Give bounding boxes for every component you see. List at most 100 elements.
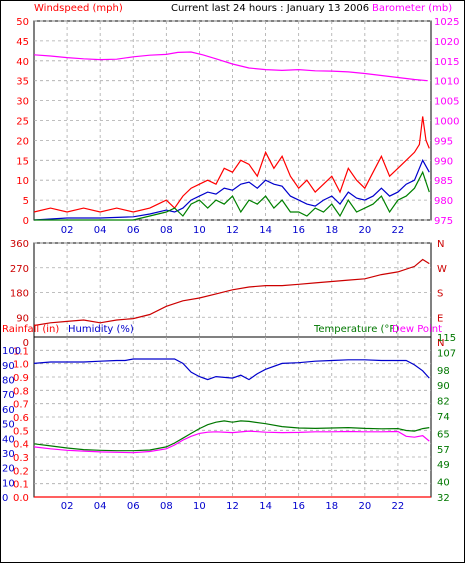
- hour-tick-label: 04: [94, 501, 107, 512]
- temperature-axis-title: Temperature (°F): [313, 324, 399, 335]
- hour-tick-labels-top: 02 04 06 08 10 12 14 16 18 20 22: [61, 225, 405, 236]
- humidity-tick-label: 20: [2, 464, 15, 475]
- humidity-line: [33, 358, 430, 381]
- rainfall-tick-label: 0.5: [13, 426, 29, 437]
- hour-tick-label: 10: [193, 501, 206, 512]
- barometer-tick-label: 1005: [434, 97, 459, 108]
- hour-tick-label: 22: [392, 501, 405, 512]
- temperature-tick-label: 74: [437, 412, 450, 423]
- hour-tick-label: 14: [259, 501, 272, 512]
- rainfall-tick-label: 1.0: [13, 360, 29, 371]
- temperature-tick-label: 90: [437, 381, 450, 392]
- hour-tick-label: 20: [358, 501, 371, 512]
- windspeed-tick-label: 50: [16, 17, 29, 28]
- windspeed-tick-label: 20: [16, 136, 29, 147]
- hour-tick-label: 08: [160, 501, 173, 512]
- rainfall-tick-label: 0.4: [13, 440, 29, 451]
- wind-direction-compass-labels: N W S E N: [437, 239, 447, 349]
- barometer-tick-label: 975: [434, 216, 453, 227]
- humidity-tick-label: 90: [2, 361, 15, 372]
- rainfall-tick-label: 0.2: [13, 466, 29, 477]
- compass-tick-label: E: [437, 313, 443, 324]
- rainfall-tick-label: 0.8: [13, 386, 29, 397]
- windspeed-axis-title: Windspeed (mph): [34, 3, 123, 14]
- humidity-tick-label: 100: [2, 346, 21, 357]
- windspeed-tick-label: 5: [23, 196, 29, 207]
- temperature-tick-label: 107: [437, 348, 456, 359]
- rainfall-tick-label: 0.6: [13, 413, 29, 424]
- rainfall-axis-title: Rainfall (in): [2, 324, 59, 335]
- windspeed-tick-label: 45: [16, 37, 29, 48]
- hour-tick-label: 16: [292, 225, 305, 236]
- temperature-tick-label: 98: [437, 366, 450, 377]
- wind-direction-tick-label: 270: [10, 264, 29, 275]
- barometer-tick-label: 990: [434, 156, 453, 167]
- wind-direction-series: [33, 258, 430, 327]
- temperature-tick-label: 32: [437, 493, 450, 504]
- humidity-tick-label: 80: [2, 376, 15, 387]
- rainfall-tick-labels: 0.0 0.1 0.2 0.3 0.4 0.5 0.6 0.7 0.8 0.9 1.0 1.1: [13, 346, 29, 504]
- barometer-axis-title: Barometer (mb): [372, 3, 452, 14]
- windspeed-tick-label: 25: [16, 117, 29, 128]
- dew-point-axis-title: Dew Point: [392, 324, 442, 335]
- avg_speed-line: [33, 158, 430, 221]
- temperature-line: [33, 420, 430, 452]
- rainfall-tick-label: 0.0: [13, 493, 29, 504]
- humidity-tick-label: 10: [2, 478, 15, 489]
- temperature-tick-label: 115: [437, 333, 456, 344]
- barometer-tick-label: 980: [434, 196, 453, 207]
- wind-direction-degree-labels: 0 90 180 270 360: [10, 239, 29, 349]
- barometer-tick-label: 1015: [434, 57, 459, 68]
- barometer-line: [33, 51, 428, 82]
- windspeed-tick-label: 35: [16, 77, 29, 88]
- temperature-tick-labels: 32 40 49 57 65 74 82 90 98 107 115: [437, 333, 456, 504]
- chart-title: Current last 24 hours : January 13 2006: [171, 3, 369, 14]
- wind-direction-tick-label: 360: [10, 239, 29, 250]
- compass-tick-label: S: [437, 289, 443, 300]
- rain-humidity-temp-series: [33, 358, 431, 498]
- hour-tick-label: 12: [226, 501, 239, 512]
- temperature-tick-label: 49: [437, 460, 450, 471]
- wind-direction-tick-label: 0: [23, 338, 29, 349]
- rainfall-tick-label: 0.7: [13, 400, 29, 411]
- windspeed-tick-label: 15: [16, 156, 29, 167]
- hour-tick-label: 10: [193, 225, 206, 236]
- hour-tick-label: 08: [160, 225, 173, 236]
- windspeed-tick-label: 30: [16, 97, 29, 108]
- compass-tick-label: N: [437, 239, 444, 250]
- barometer-tick-labels: 975 980 985 990 995 1000 1005 1010 1015 1020 1025: [434, 17, 459, 227]
- humidity-axis-title: Humidity (%): [68, 324, 134, 335]
- windspeed-tick-label: 0: [23, 216, 29, 227]
- barometer-tick-label: 1020: [434, 37, 459, 48]
- humidity-tick-label: 30: [2, 449, 15, 460]
- hour-tick-label: 18: [325, 501, 338, 512]
- windspeed-tick-labels: 0 5 10 15 20 25 30 35 40 45 50: [16, 17, 29, 227]
- temperature-tick-label: 82: [437, 397, 450, 408]
- humidity-tick-label: 0: [2, 493, 8, 504]
- windspeed-tick-label: 10: [16, 176, 29, 187]
- hour-tick-label: 02: [61, 225, 74, 236]
- rain-humidity-temp-panel: 0.00.10.20.30.40.50.60.70.80.91.01.1 010…: [2, 333, 456, 512]
- barometer-tick-label: 1000: [434, 117, 459, 128]
- rainfall-tick-label: 0.1: [13, 480, 29, 491]
- hour-tick-label: 16: [292, 501, 305, 512]
- humidity-tick-label: 70: [2, 390, 15, 401]
- rainfall-tick-label: 0.3: [13, 453, 29, 464]
- rainfall-tick-label: 1.1: [13, 346, 29, 357]
- hour-tick-label: 06: [127, 501, 140, 512]
- temperature-tick-label: 57: [437, 445, 450, 456]
- hour-tick-label: 04: [94, 225, 107, 236]
- barometer-tick-label: 995: [434, 136, 453, 147]
- rainfall-tick-label: 0.9: [13, 373, 29, 384]
- hour-tick-labels-bottom: 02 04 06 08 10 12 14 16 18 20 22: [61, 501, 405, 512]
- humidity-tick-labels: 0 10 20 30 40 50 60 70 80 90 100: [2, 346, 21, 504]
- gust-line: [33, 116, 430, 213]
- wind-barometer-series: [33, 51, 430, 221]
- wind-direction-tick-label: 180: [10, 289, 29, 300]
- humidity-tick-label: 50: [2, 420, 15, 431]
- windspeed-tick-label: 40: [16, 57, 29, 68]
- humidity-tick-label: 40: [2, 434, 15, 445]
